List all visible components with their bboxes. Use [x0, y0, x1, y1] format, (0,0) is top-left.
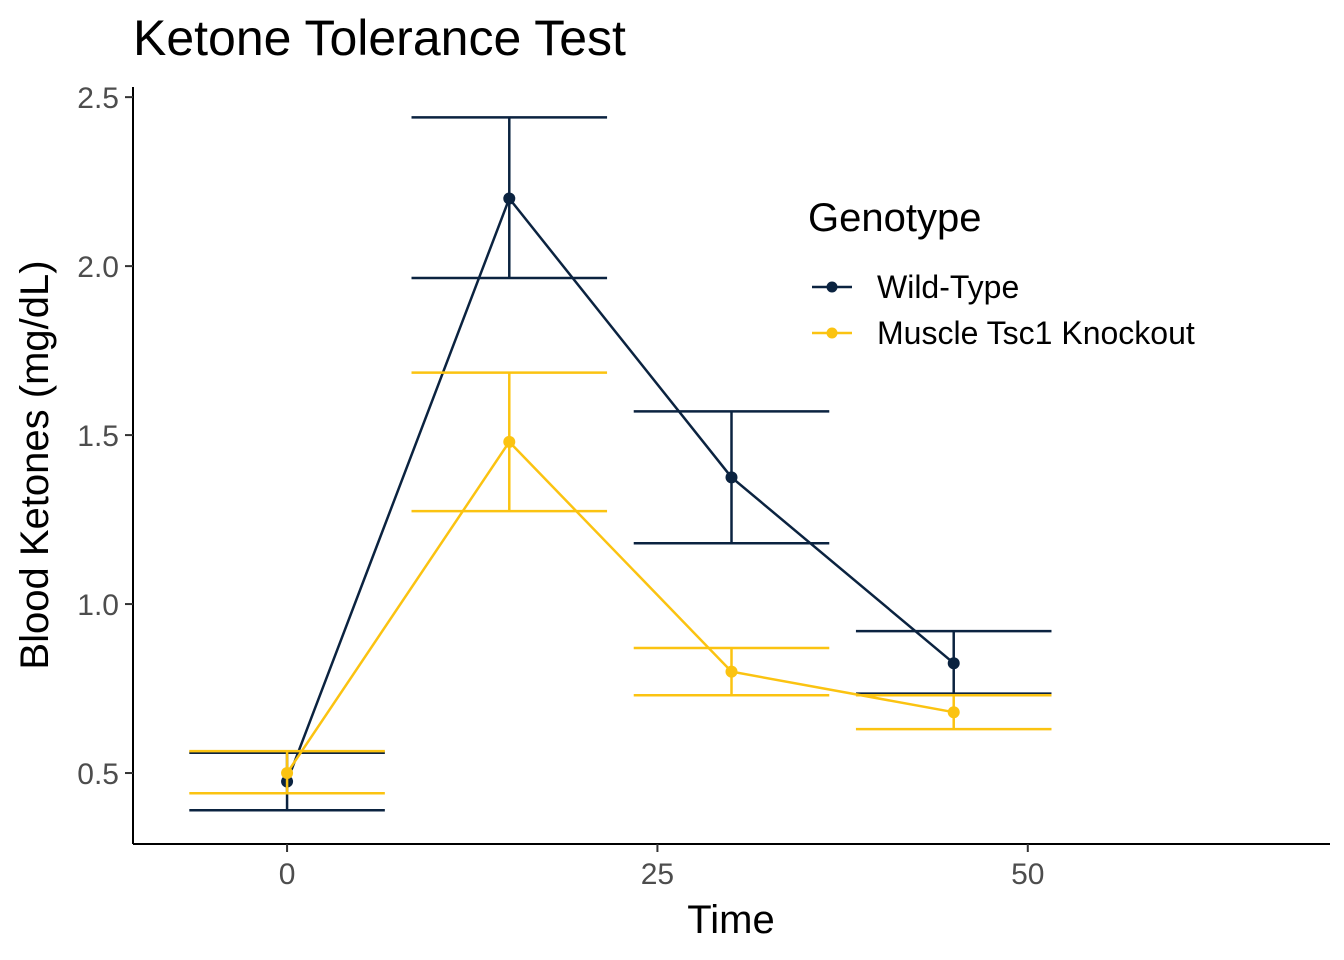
data-point-wild-type: [503, 192, 516, 205]
series-muscle-tsc1-knockout: [189, 371, 1052, 795]
y-tick-label: 1.0: [77, 589, 119, 622]
y-axis-title: Blood Ketones (mg/dL): [13, 260, 57, 669]
legend-item-muscle-tsc1-knockout: Muscle Tsc1 Knockout: [812, 315, 1195, 351]
x-tick-label: 50: [1011, 858, 1044, 891]
y-ticks: 0.5 1.0 1.5 2.0 2.5: [77, 82, 133, 791]
data-point-muscle-tsc1-knockout: [281, 767, 294, 780]
data-point-muscle-tsc1-knockout: [947, 706, 960, 719]
plot-area: [189, 116, 1052, 812]
legend-label-wild-type: Wild-Type: [877, 269, 1019, 305]
series-line-muscle-tsc1-knockout: [286, 439, 954, 774]
x-ticks: 0 25 50: [279, 844, 1044, 891]
x-axis-title: Time: [687, 898, 774, 942]
data-point-muscle-tsc1-knockout: [503, 435, 516, 448]
y-tick-label: 2.0: [77, 251, 119, 284]
y-tick-label: 1.5: [77, 420, 119, 453]
y-tick-label: 0.5: [77, 758, 119, 791]
data-point-wild-type: [947, 657, 960, 670]
legend-key-point-wild-type: [826, 281, 838, 293]
legend-key-point-muscle-tsc1-knockout: [826, 327, 838, 339]
legend-label-muscle-tsc1-knockout: Muscle Tsc1 Knockout: [877, 315, 1195, 351]
legend: Genotype Wild-Type Muscle Tsc1 Knockout: [808, 196, 1195, 351]
x-tick-label: 25: [641, 858, 674, 891]
data-point-muscle-tsc1-knockout: [725, 665, 738, 678]
legend-item-wild-type: Wild-Type: [812, 269, 1019, 305]
legend-title: Genotype: [808, 196, 981, 240]
chart-title: Ketone Tolerance Test: [133, 10, 626, 66]
series-line-wild-type: [285, 196, 955, 782]
series-wild-type: [189, 116, 1052, 812]
y-tick-label: 2.5: [77, 82, 119, 115]
data-point-wild-type: [725, 471, 738, 484]
x-tick-label: 0: [279, 858, 296, 891]
